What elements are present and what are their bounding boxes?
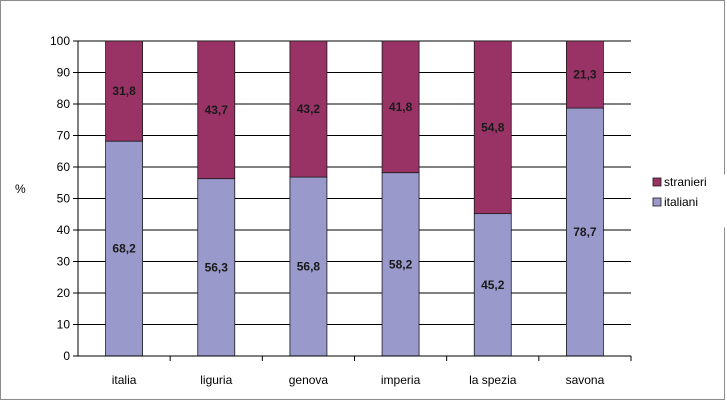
y-tick-label-70: 70 — [57, 129, 71, 143]
legend-label-italiani: italiani — [664, 195, 698, 209]
data-label-stranieri-savona: 21,3 — [573, 68, 597, 82]
y-tick-label-40: 40 — [57, 223, 71, 237]
bar-stranieri-genova — [289, 40, 328, 178]
x-tick-label-genova: genova — [289, 373, 329, 387]
y-tick-label-50: 50 — [57, 192, 71, 206]
x-tick-label-savona: savona — [566, 373, 605, 387]
bar-stranieri-imperia — [381, 40, 420, 174]
bar-italiani-genova — [289, 176, 328, 357]
data-label-italiani-la-spezia: 45,2 — [481, 278, 505, 292]
y-tick-label-10: 10 — [57, 318, 71, 332]
data-label-italiani-savona: 78,7 — [573, 225, 597, 239]
bar-stranieri-italia — [105, 40, 143, 142]
data-label-stranieri-la-spezia: 54,8 — [481, 120, 505, 134]
bar-stranieri-liguria — [197, 40, 236, 180]
legend: stranieri italiani — [644, 174, 726, 228]
bar-italiani-imperia — [381, 172, 420, 357]
legend-label-stranieri: stranieri — [664, 175, 707, 189]
axes: 0 10 20 30 40 50 60 70 80 90 100 italia liguria genov… — [50, 34, 632, 387]
x-tick-label-imperia: imperia — [381, 373, 421, 387]
y-tick-label-30: 30 — [57, 255, 71, 269]
legend-swatch-stranieri — [652, 177, 662, 187]
y-tick-label-0: 0 — [63, 349, 70, 363]
y-tick-label-100: 100 — [50, 34, 70, 48]
y-tick-label-20: 20 — [57, 286, 71, 300]
y-axis-title: % — [15, 182, 26, 196]
data-label-stranieri-liguria: 43,7 — [205, 103, 229, 117]
data-label-stranieri-genova: 43,2 — [297, 102, 321, 116]
legend-swatch-italiani — [652, 197, 662, 207]
data-label-italiani-liguria: 56,3 — [205, 260, 229, 274]
x-tick-label-liguria: liguria — [200, 373, 232, 387]
data-label-italiani-italia: 68,2 — [112, 242, 136, 256]
y-tick-label-90: 90 — [57, 66, 71, 80]
data-label-stranieri-italia: 31,8 — [112, 84, 136, 98]
gridlines — [78, 40, 631, 325]
data-label-italiani-imperia: 58,2 — [389, 257, 413, 271]
data-label-italiani-genova: 56,8 — [297, 260, 321, 274]
bar-stranieri-la-spezia — [473, 40, 512, 215]
x-tick-label-italia: italia — [112, 373, 137, 387]
y-tick-label-60: 60 — [57, 160, 71, 174]
data-label-stranieri-imperia: 41,8 — [389, 100, 413, 114]
bar-stranieri-savona — [566, 40, 604, 109]
y-tick-label-80: 80 — [57, 97, 71, 111]
bar-italiani-savona — [566, 107, 604, 357]
x-tick-label-la-spezia: la spezia — [469, 373, 517, 387]
bar-italiani-la-spezia — [473, 213, 512, 357]
data-labels: 68,2 31,8 56,3 43,7 56,8 43,2 58,2 41,8 45,2 54,8… — [112, 68, 597, 292]
